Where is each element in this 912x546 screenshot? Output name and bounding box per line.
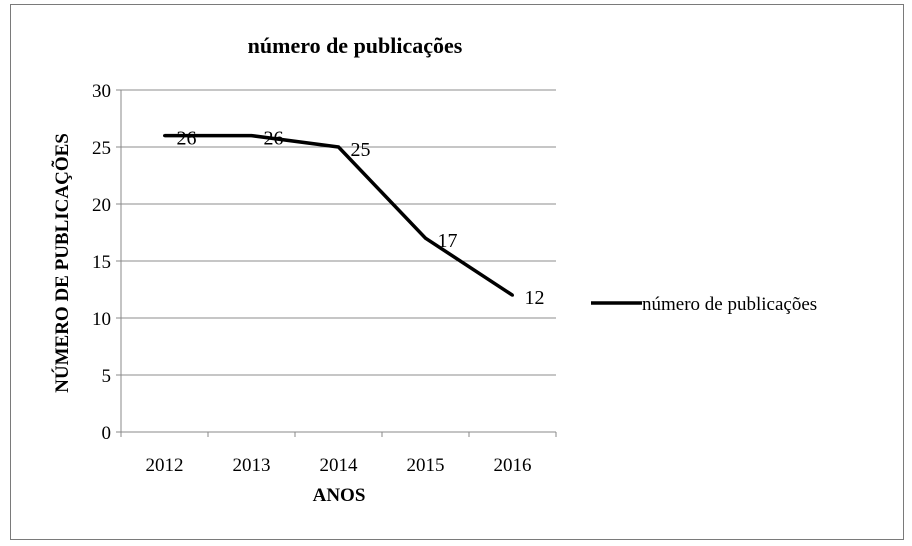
y-tick-label: 10 [92,309,111,330]
data-point [163,134,166,138]
x-tick-label: 2016 [494,455,532,476]
x-tick-label: 2015 [407,455,445,476]
chart-frame: número de publicações 0 5 10 15 20 25 30 2012 2… [10,4,904,540]
data-label: 12 [525,287,545,309]
y-tick-label: 20 [92,195,111,216]
data-label: 26 [264,128,284,150]
data-point [511,293,514,297]
data-labels: 26 26 25 17 12 [177,128,545,310]
y-tick-label: 30 [92,81,111,102]
legend: número de publicações [591,294,817,315]
x-tick-label: 2013 [233,455,271,476]
data-point [424,236,427,240]
data-label: 26 [177,128,197,150]
data-point [337,145,340,149]
data-label: 17 [438,230,458,252]
y-tick-label: 25 [92,138,111,159]
x-tick-labels: 2012 2013 2014 2015 2016 [146,455,532,476]
y-tick-label: 0 [102,423,112,444]
gridlines [116,89,557,437]
series-line [164,133,514,297]
y-tick-label: 15 [92,252,111,273]
data-label: 25 [351,139,371,161]
x-tick-label: 2014 [320,455,359,476]
series-layer [163,133,514,297]
y-tick-labels: 0 5 10 15 20 25 30 [92,81,111,444]
y-tick-label: 5 [102,366,112,387]
x-axis-title: ANOS [313,485,366,506]
y-axis-title: NÚMERO DE PUBLICAÇÕES [51,133,73,393]
x-tick-label: 2012 [146,455,184,476]
data-point [250,134,253,138]
chart-title: número de publicações [248,33,463,58]
legend-label: número de publicações [642,294,817,315]
